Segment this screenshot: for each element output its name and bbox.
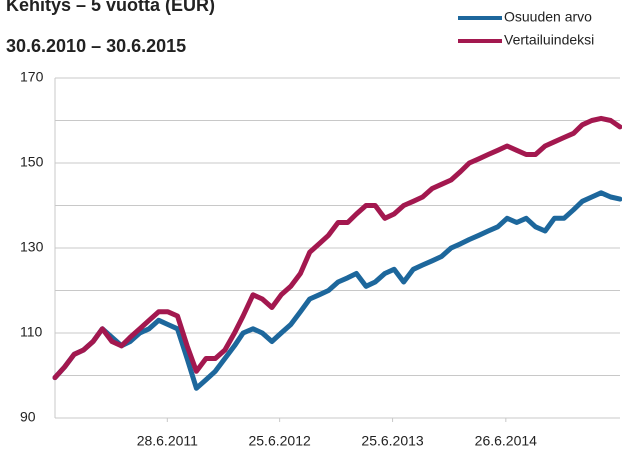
x-tick-label: 25.6.2012 bbox=[248, 433, 310, 449]
x-tick-label: 25.6.2013 bbox=[361, 433, 423, 449]
y-tick-label: 130 bbox=[20, 239, 44, 255]
series-line bbox=[52, 190, 622, 391]
series-line bbox=[52, 115, 622, 381]
chart-title: Kehitys – 5 vuotta (EUR) bbox=[6, 0, 215, 15]
y-tick-label: 150 bbox=[20, 154, 44, 170]
chart-subtitle: 30.6.2010 – 30.6.2015 bbox=[6, 36, 186, 56]
y-tick-label: 90 bbox=[20, 409, 36, 425]
x-tick-label: 26.6.2014 bbox=[475, 433, 537, 449]
legend-label: Vertailuindeksi bbox=[504, 32, 594, 48]
y-tick-label: 110 bbox=[20, 324, 43, 340]
legend-label: Osuuden arvo bbox=[504, 9, 592, 25]
x-tick-label: 28.6.2011 bbox=[137, 433, 198, 449]
y-tick-label: 170 bbox=[20, 69, 44, 85]
